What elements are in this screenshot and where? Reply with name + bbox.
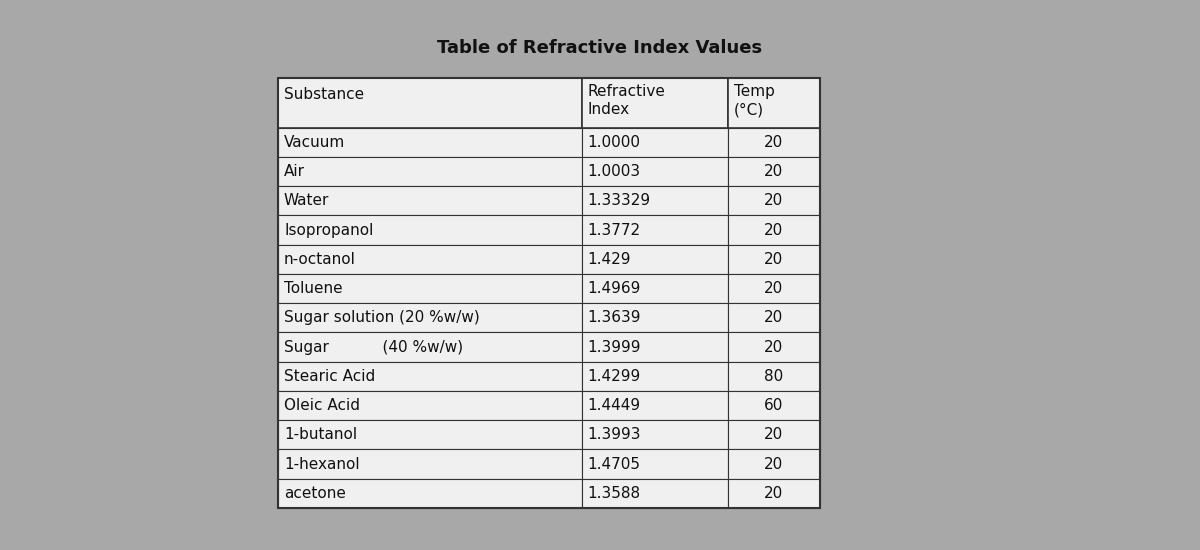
Text: 20: 20 (764, 427, 784, 442)
Text: Vacuum: Vacuum (284, 135, 346, 150)
Text: 1.33329: 1.33329 (588, 194, 650, 208)
Text: 1.3993: 1.3993 (588, 427, 641, 442)
Bar (278, 449, 582, 478)
Text: 1.3999: 1.3999 (588, 339, 641, 355)
Bar (728, 449, 820, 478)
Text: Isopropanol: Isopropanol (284, 223, 373, 238)
Bar (728, 216, 820, 245)
Text: Sugar solution (20 %w/w): Sugar solution (20 %w/w) (284, 310, 480, 326)
Bar (728, 274, 820, 303)
Text: 20: 20 (764, 252, 784, 267)
Bar (728, 128, 820, 157)
Bar (728, 78, 820, 128)
Bar (278, 362, 582, 391)
Bar (278, 157, 582, 186)
Bar (278, 333, 582, 362)
Text: 1.3639: 1.3639 (588, 310, 641, 326)
Bar (728, 333, 820, 362)
Bar (582, 157, 728, 186)
Bar (582, 245, 728, 274)
Text: Water: Water (284, 194, 329, 208)
Bar (278, 391, 582, 420)
Text: Temp
(°C): Temp (°C) (734, 84, 775, 117)
Text: acetone: acetone (284, 486, 346, 501)
Text: 1.3772: 1.3772 (588, 223, 641, 238)
Bar (582, 216, 728, 245)
Bar (728, 186, 820, 216)
Text: Toluene: Toluene (284, 281, 343, 296)
Text: Air: Air (284, 164, 305, 179)
Text: 1.3588: 1.3588 (588, 486, 641, 501)
Text: Table of Refractive Index Values: Table of Refractive Index Values (438, 39, 762, 57)
Bar (278, 303, 582, 333)
Text: 60: 60 (764, 398, 784, 413)
Bar (278, 186, 582, 216)
Bar (278, 78, 820, 508)
Bar (582, 478, 728, 508)
Bar (728, 362, 820, 391)
Text: 1.4705: 1.4705 (588, 456, 641, 471)
Text: 20: 20 (764, 135, 784, 150)
Bar (728, 478, 820, 508)
Text: 20: 20 (764, 339, 784, 355)
Bar (582, 128, 728, 157)
Bar (582, 449, 728, 478)
Bar (278, 78, 582, 128)
Bar (582, 303, 728, 333)
Text: 20: 20 (764, 456, 784, 471)
Bar (278, 216, 582, 245)
Text: 1-hexanol: 1-hexanol (284, 456, 360, 471)
Text: Sugar           (40 %w/w): Sugar (40 %w/w) (284, 339, 463, 355)
Text: 1.0003: 1.0003 (588, 164, 641, 179)
Bar (582, 274, 728, 303)
Bar (728, 303, 820, 333)
Bar (582, 420, 728, 449)
Text: 20: 20 (764, 194, 784, 208)
Text: 1.4449: 1.4449 (588, 398, 641, 413)
Text: n-octanol: n-octanol (284, 252, 356, 267)
Text: 20: 20 (764, 281, 784, 296)
Text: 20: 20 (764, 486, 784, 501)
Bar (728, 420, 820, 449)
Text: 1.4299: 1.4299 (588, 369, 641, 384)
Bar (582, 78, 728, 128)
Text: 1.0000: 1.0000 (588, 135, 641, 150)
Text: 80: 80 (764, 369, 784, 384)
Bar (278, 478, 582, 508)
Bar (728, 245, 820, 274)
Bar (278, 245, 582, 274)
Bar (582, 391, 728, 420)
Bar (582, 362, 728, 391)
Text: 20: 20 (764, 310, 784, 326)
Bar (728, 391, 820, 420)
Bar (582, 333, 728, 362)
Text: Oleic Acid: Oleic Acid (284, 398, 360, 413)
Bar (278, 274, 582, 303)
Text: Stearic Acid: Stearic Acid (284, 369, 376, 384)
Text: 1-butanol: 1-butanol (284, 427, 358, 442)
Text: Refractive
Index: Refractive Index (588, 84, 665, 117)
Text: 1.4969: 1.4969 (588, 281, 641, 296)
Bar (728, 157, 820, 186)
Text: 20: 20 (764, 164, 784, 179)
Text: 20: 20 (764, 223, 784, 238)
Bar (582, 186, 728, 216)
Bar (278, 128, 582, 157)
Text: 1.429: 1.429 (588, 252, 631, 267)
Bar (278, 420, 582, 449)
Text: Substance: Substance (284, 87, 364, 102)
